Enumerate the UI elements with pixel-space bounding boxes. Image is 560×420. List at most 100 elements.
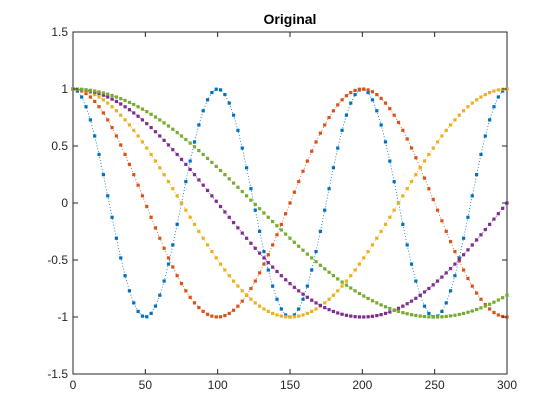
data-point	[93, 134, 97, 138]
data-point	[318, 303, 322, 307]
data-point	[84, 105, 88, 109]
data-point	[227, 311, 231, 316]
y-tick-label: 1.5	[51, 25, 68, 39]
data-point	[292, 240, 296, 244]
data-point	[158, 118, 162, 122]
data-point	[366, 90, 370, 95]
data-point	[136, 105, 140, 109]
data-point	[179, 157, 184, 161]
data-point	[340, 98, 344, 102]
data-point	[314, 301, 318, 305]
data-point	[279, 274, 283, 278]
data-point	[444, 128, 448, 132]
data-point	[431, 197, 435, 202]
data-point	[444, 229, 448, 233]
data-point	[435, 208, 440, 212]
data-point	[314, 260, 318, 264]
data-point	[440, 309, 444, 314]
data-point	[323, 306, 327, 310]
data-point	[414, 156, 418, 160]
data-point	[236, 185, 240, 189]
data-point	[288, 236, 292, 240]
data-point	[266, 253, 270, 257]
data-point	[197, 229, 201, 233]
data-point	[414, 313, 418, 318]
data-point	[93, 99, 97, 104]
data-point	[418, 166, 422, 170]
data-point	[288, 315, 292, 319]
data-point	[236, 284, 240, 288]
data-point	[218, 168, 223, 173]
data-point	[310, 256, 314, 260]
data-point	[240, 146, 244, 150]
data-point	[392, 113, 396, 117]
data-point	[492, 310, 496, 315]
data-point	[145, 122, 149, 126]
data-point	[106, 118, 110, 122]
data-point	[175, 152, 179, 157]
data-point	[88, 118, 92, 122]
data-point	[310, 268, 314, 272]
data-point	[271, 243, 275, 247]
data-point	[205, 188, 210, 193]
data-point	[101, 91, 105, 95]
data-point	[145, 204, 149, 209]
data-point	[240, 299, 244, 303]
data-point	[192, 140, 197, 144]
data-point	[249, 297, 253, 301]
data-point	[379, 313, 383, 317]
data-point	[140, 107, 145, 111]
y-tick-label: 1	[61, 82, 68, 96]
data-point	[288, 282, 292, 286]
data-point	[496, 88, 500, 92]
data-point	[475, 307, 479, 312]
data-point	[162, 138, 166, 143]
data-point	[492, 217, 496, 221]
data-point	[353, 289, 357, 293]
data-point	[331, 274, 335, 278]
data-point	[253, 202, 257, 207]
data-point	[366, 296, 370, 301]
data-point	[496, 313, 500, 317]
data-point	[475, 291, 479, 295]
data-point	[119, 143, 123, 147]
data-point	[505, 293, 509, 297]
data-point	[405, 137, 409, 141]
data-point	[444, 271, 448, 275]
data-point	[149, 126, 153, 130]
data-point	[80, 95, 84, 99]
data-point	[110, 105, 114, 109]
data-point	[409, 313, 414, 317]
data-point	[370, 98, 375, 102]
data-point	[132, 128, 136, 132]
data-point	[301, 248, 305, 252]
data-point	[448, 314, 453, 318]
data-point	[483, 92, 487, 97]
data-point	[205, 312, 210, 316]
data-point	[136, 183, 140, 187]
data-point	[158, 293, 162, 297]
data-point	[466, 105, 470, 109]
data-point	[292, 315, 296, 319]
data-point	[462, 311, 466, 316]
data-point	[262, 307, 266, 311]
data-point	[457, 312, 461, 317]
data-point	[179, 201, 184, 205]
data-point	[431, 146, 435, 150]
data-point	[262, 262, 266, 266]
data-point	[210, 90, 214, 95]
data-point	[349, 90, 353, 95]
data-point	[253, 279, 257, 283]
data-point	[379, 303, 383, 307]
data-point	[488, 302, 492, 306]
data-point	[93, 89, 97, 93]
data-point	[414, 279, 418, 283]
data-point	[344, 113, 349, 117]
data-point	[266, 215, 270, 219]
data-point	[140, 314, 145, 318]
data-point	[284, 278, 288, 282]
y-tick-label: 0	[61, 196, 68, 210]
data-point	[153, 115, 158, 119]
data-point	[140, 194, 145, 198]
data-point	[114, 95, 118, 99]
